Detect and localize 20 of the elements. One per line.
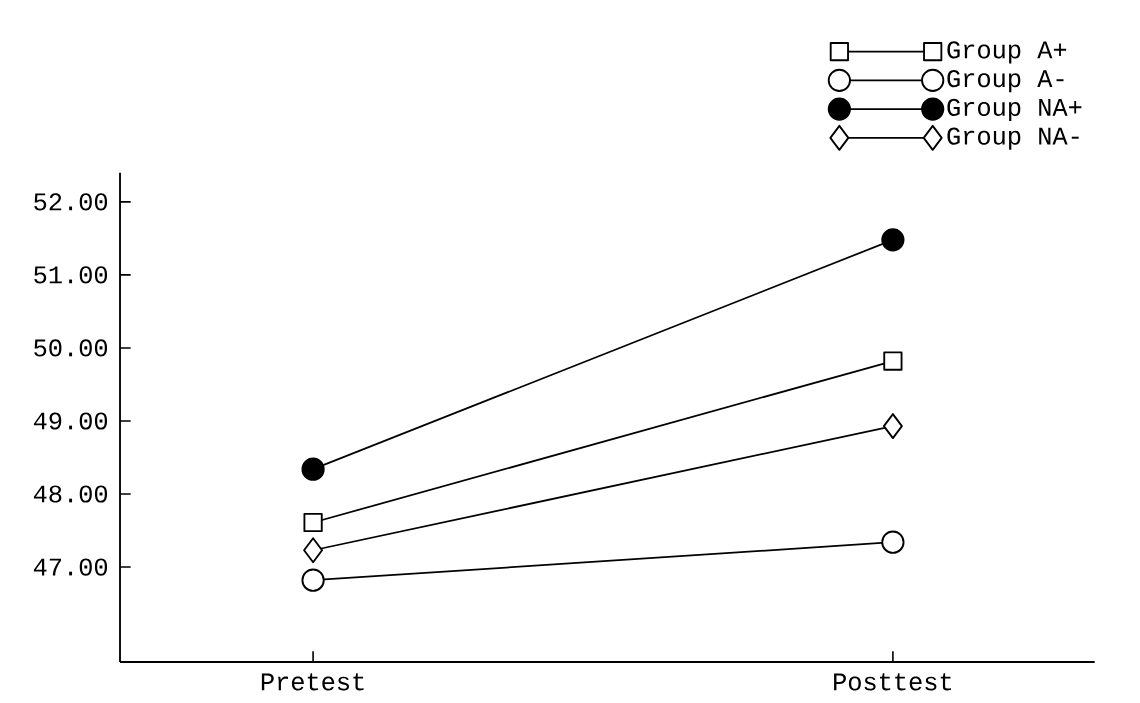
point: [301, 568, 325, 592]
legend-label: Group A+: [947, 41, 1067, 64]
point: [881, 530, 905, 554]
y-tick-label: 51.00: [34, 266, 108, 284]
legend-label: Group NA-: [947, 127, 1079, 150]
point: [881, 228, 905, 252]
y-tick-label: 47.00: [33, 558, 108, 576]
y-tick-label: 50.00: [34, 339, 108, 357]
point: [303, 512, 323, 533]
x-tick-label: Pretest: [261, 673, 364, 691]
y-tick-label: 49.00: [33, 412, 108, 430]
point: [883, 351, 903, 371]
legend-label: Group NA+: [947, 98, 1082, 121]
point: [882, 413, 903, 440]
point: [303, 537, 324, 564]
y-tick-label: 48.00: [33, 485, 108, 503]
legend-label: Group A-: [947, 70, 1064, 93]
point: [301, 457, 325, 481]
y-tick-label: 52.00: [34, 193, 108, 211]
x-tick-label: Posttest: [834, 673, 952, 691]
